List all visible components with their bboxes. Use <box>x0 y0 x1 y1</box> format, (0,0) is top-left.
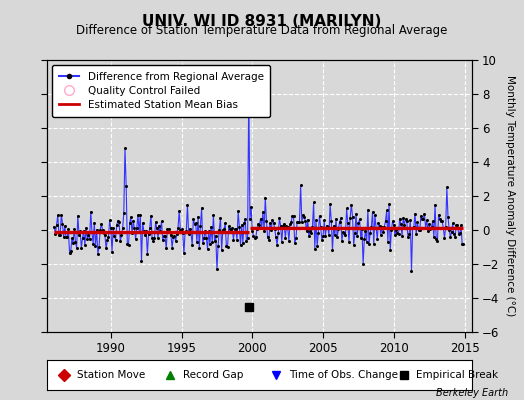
Text: Empirical Break: Empirical Break <box>417 370 498 380</box>
Text: Difference of Station Temperature Data from Regional Average: Difference of Station Temperature Data f… <box>77 24 447 37</box>
Legend: Difference from Regional Average, Quality Control Failed, Estimated Station Mean: Difference from Regional Average, Qualit… <box>52 65 270 117</box>
Text: Time of Obs. Change: Time of Obs. Change <box>289 370 398 380</box>
Text: Record Gap: Record Gap <box>183 370 243 380</box>
Text: UNIV. WI ID 8931 (MARILYN): UNIV. WI ID 8931 (MARILYN) <box>143 14 381 29</box>
Text: Berkeley Earth: Berkeley Earth <box>436 388 508 398</box>
Y-axis label: Monthly Temperature Anomaly Difference (°C): Monthly Temperature Anomaly Difference (… <box>505 75 515 317</box>
Text: Station Move: Station Move <box>77 370 145 380</box>
